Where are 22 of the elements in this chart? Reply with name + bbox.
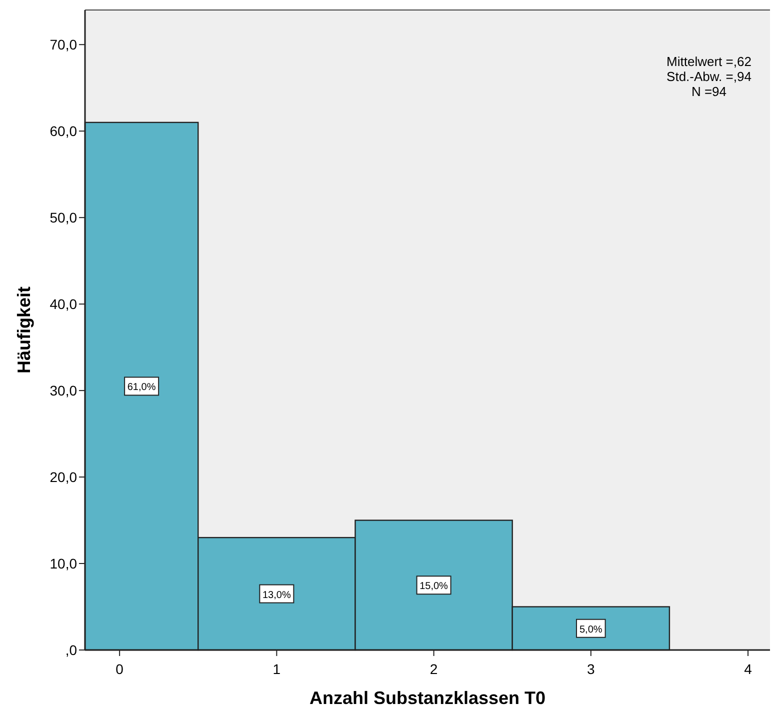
data-label: 13,0% bbox=[262, 590, 291, 601]
y-tick-label: ,0 bbox=[65, 642, 78, 658]
x-tick-label: 1 bbox=[272, 661, 281, 677]
annotation: Std.-Abw. =,94 bbox=[666, 69, 752, 84]
y-axis-title: Häufigkeit bbox=[14, 286, 34, 374]
y-tick-label: 30,0 bbox=[50, 382, 78, 399]
y-tick-label: 20,0 bbox=[50, 469, 78, 486]
x-axis-title: Anzahl Substanzklassen T0 bbox=[309, 688, 546, 708]
data-label: 61,0% bbox=[127, 382, 156, 394]
x-tick-label: 3 bbox=[586, 661, 595, 677]
y-tick-label: 60,0 bbox=[50, 123, 78, 140]
y-tick-label: 70,0 bbox=[50, 36, 78, 53]
annotation: N =94 bbox=[691, 84, 727, 99]
annotation: Mittelwert =,62 bbox=[666, 54, 752, 69]
x-tick-label: 2 bbox=[430, 661, 438, 677]
x-tick-label: 4 bbox=[744, 661, 752, 677]
y-tick-label: 50,0 bbox=[50, 210, 78, 226]
y-tick-label: 40,0 bbox=[50, 296, 78, 312]
y-tick-label: 10,0 bbox=[50, 556, 78, 572]
data-label: 15,0% bbox=[420, 581, 448, 592]
data-label: 5,0% bbox=[579, 624, 602, 636]
x-tick-label: 0 bbox=[116, 661, 124, 677]
